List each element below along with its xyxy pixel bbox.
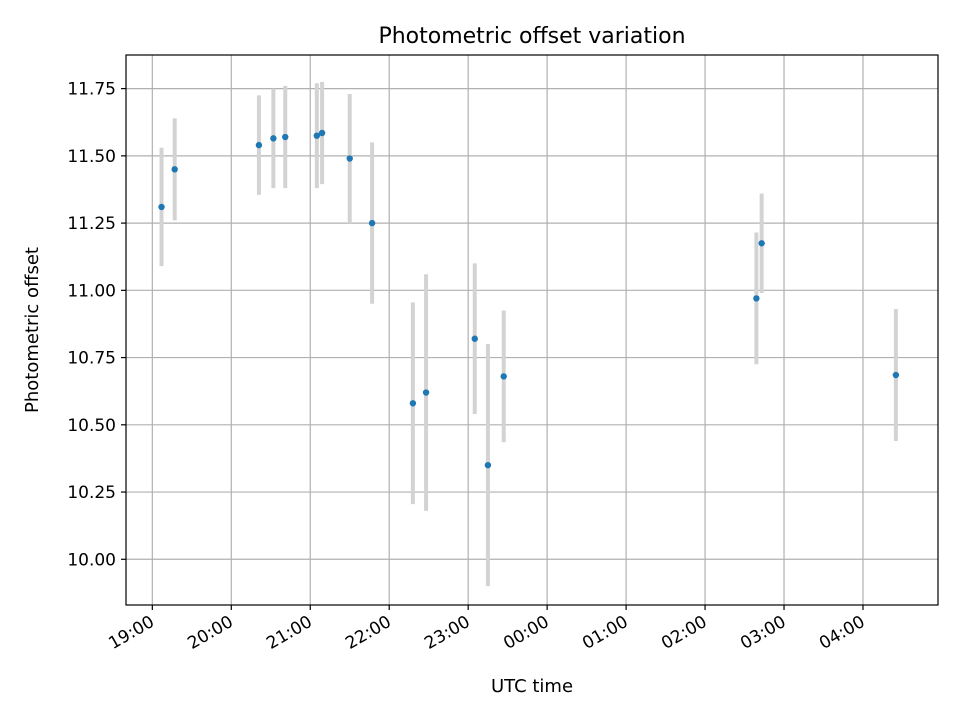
x-tick-label: 21:00 (263, 612, 315, 654)
data-point (368, 219, 376, 227)
plot-area (126, 55, 938, 605)
y-tick-label: 10.00 (67, 550, 116, 570)
y-tick-label: 11.00 (67, 281, 116, 301)
data-point (270, 135, 277, 142)
y-tick-label: 10.25 (67, 483, 116, 503)
x-tick-label: 22:00 (342, 612, 394, 654)
x-tick-label: 01:00 (579, 612, 631, 654)
plot-frame (125, 54, 939, 606)
data-point (313, 132, 321, 139)
point-layer (158, 129, 900, 469)
data-point (158, 203, 165, 211)
y-tick-label: 11.50 (67, 147, 116, 167)
x-tick-label: 02:00 (658, 612, 710, 654)
data-point (484, 461, 492, 469)
y-tick-label: 11.75 (67, 80, 116, 100)
data-point (171, 166, 178, 173)
y-axis-ticks: 10.00 10.25 10.50 10.75 11.00 11.25 11.50 11.75 (67, 80, 126, 570)
x-axis-ticks: 19:00 20:00 21:00 22:00 23:00 00:00 01:00 02:00… (105, 605, 868, 654)
data-point (346, 155, 353, 162)
data-point (255, 141, 263, 149)
data-point (892, 371, 900, 379)
grid-layer (126, 55, 938, 605)
data-point (282, 133, 289, 141)
x-tick-label: 23:00 (421, 612, 473, 654)
data-point (471, 335, 478, 342)
x-tick-label: 19:00 (105, 612, 157, 654)
data-point (318, 129, 326, 137)
chart-title: Photometric offset variation (378, 24, 685, 49)
y-tick-label: 11.25 (67, 214, 116, 234)
data-point (500, 373, 507, 380)
y-tick-label: 10.50 (67, 416, 116, 436)
x-tick-label: 04:00 (816, 612, 868, 654)
x-axis-label: UTC time (491, 676, 573, 697)
x-tick-label: 20:00 (184, 612, 236, 654)
data-point (422, 389, 430, 396)
data-point (753, 295, 760, 302)
y-tick-label: 10.75 (67, 349, 116, 369)
x-tick-label: 03:00 (737, 612, 789, 654)
x-tick-label: 00:00 (500, 612, 552, 654)
data-point (758, 240, 765, 247)
data-point (409, 400, 417, 407)
y-axis-label: Photometric offset (22, 247, 43, 413)
